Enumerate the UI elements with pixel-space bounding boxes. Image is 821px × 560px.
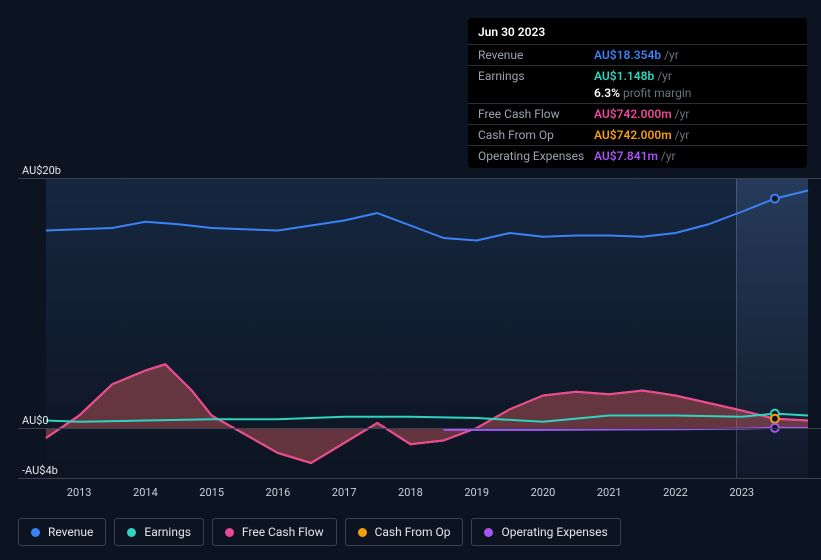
tooltip-label: Earnings bbox=[478, 69, 594, 83]
tooltip-row: RevenueAU$18.354b/yr bbox=[468, 44, 807, 65]
x-axis-tick: 2016 bbox=[266, 486, 291, 499]
y-axis-label: -AU$4b bbox=[22, 464, 58, 477]
tooltip-value: AU$18.354b bbox=[594, 48, 661, 62]
series-fill-fcf bbox=[46, 364, 808, 463]
legend-item-fcf[interactable]: Free Cash Flow bbox=[212, 518, 337, 546]
tooltip-value: AU$1.148b bbox=[594, 69, 654, 83]
tooltip-date: Jun 30 2023 bbox=[468, 18, 807, 44]
x-axis-tick: 2022 bbox=[663, 486, 688, 499]
tooltip-suffix: /yr bbox=[664, 48, 679, 62]
legend-swatch bbox=[31, 528, 40, 537]
financial-chart: AU$20bAU$0-AU$4b 20132014201520162017201… bbox=[18, 160, 808, 480]
legend-item-revenue[interactable]: Revenue bbox=[18, 518, 106, 546]
x-axis-tick: 2018 bbox=[398, 486, 423, 499]
chart-legend: Revenue Earnings Free Cash Flow Cash From O… bbox=[18, 518, 621, 546]
legend-item-cashop[interactable]: Cash From Op bbox=[345, 518, 464, 546]
tooltip-row: 6.3%profit margin bbox=[468, 86, 807, 103]
tooltip-suffix: /yr bbox=[675, 128, 690, 142]
tooltip-suffix: /yr bbox=[657, 69, 672, 83]
tooltip-row: Cash From OpAU$742.000m/yr bbox=[468, 124, 807, 145]
x-axis-tick: 2021 bbox=[597, 486, 622, 499]
x-axis-tick: 2019 bbox=[464, 486, 489, 499]
gridline bbox=[18, 478, 821, 479]
legend-item-opex[interactable]: Operating Expenses bbox=[471, 518, 620, 546]
y-axis-label: AU$0 bbox=[22, 414, 49, 427]
legend-label: Cash From Op bbox=[375, 525, 451, 539]
series-marker-cashop bbox=[771, 415, 779, 423]
tooltip-row: EarningsAU$1.148b/yr bbox=[468, 65, 807, 86]
series-line-revenue bbox=[46, 191, 808, 241]
tooltip-label: Revenue bbox=[478, 48, 594, 62]
legend-swatch bbox=[127, 528, 136, 537]
gridline bbox=[18, 428, 821, 429]
legend-swatch bbox=[225, 528, 234, 537]
legend-swatch bbox=[358, 528, 367, 537]
x-axis-tick: 2023 bbox=[729, 486, 754, 499]
tooltip-label: Free Cash Flow bbox=[478, 107, 594, 121]
tooltip-row: Operating ExpensesAU$7.841m/yr bbox=[468, 145, 807, 166]
x-axis-tick: 2013 bbox=[67, 486, 92, 499]
tooltip-value: 6.3% bbox=[594, 86, 620, 100]
x-axis-tick: 2015 bbox=[199, 486, 224, 499]
tooltip-label: Cash From Op bbox=[478, 128, 594, 142]
legend-label: Free Cash Flow bbox=[242, 525, 324, 539]
legend-swatch bbox=[484, 528, 493, 537]
legend-label: Earnings bbox=[144, 525, 191, 539]
series-marker-revenue bbox=[771, 195, 779, 203]
legend-label: Revenue bbox=[48, 525, 93, 539]
chart-tooltip: Jun 30 2023 RevenueAU$18.354b/yrEarnings… bbox=[468, 18, 807, 168]
chart-svg bbox=[18, 160, 808, 498]
legend-item-earnings[interactable]: Earnings bbox=[114, 518, 204, 546]
tooltip-label: Operating Expenses bbox=[478, 149, 594, 163]
gridline bbox=[18, 178, 821, 179]
tooltip-row: Free Cash FlowAU$742.000m/yr bbox=[468, 103, 807, 124]
tooltip-suffix: /yr bbox=[675, 107, 690, 121]
tooltip-value: AU$7.841m bbox=[594, 149, 658, 163]
tooltip-value: AU$742.000m bbox=[594, 107, 672, 121]
tooltip-value: AU$742.000m bbox=[594, 128, 672, 142]
tooltip-suffix: /yr bbox=[661, 149, 676, 163]
legend-label: Operating Expenses bbox=[501, 525, 607, 539]
tooltip-suffix: profit margin bbox=[623, 86, 691, 100]
y-axis-label: AU$20b bbox=[22, 164, 61, 177]
x-axis-tick: 2020 bbox=[531, 486, 556, 499]
x-axis-tick: 2014 bbox=[133, 486, 158, 499]
x-axis-tick: 2017 bbox=[332, 486, 357, 499]
